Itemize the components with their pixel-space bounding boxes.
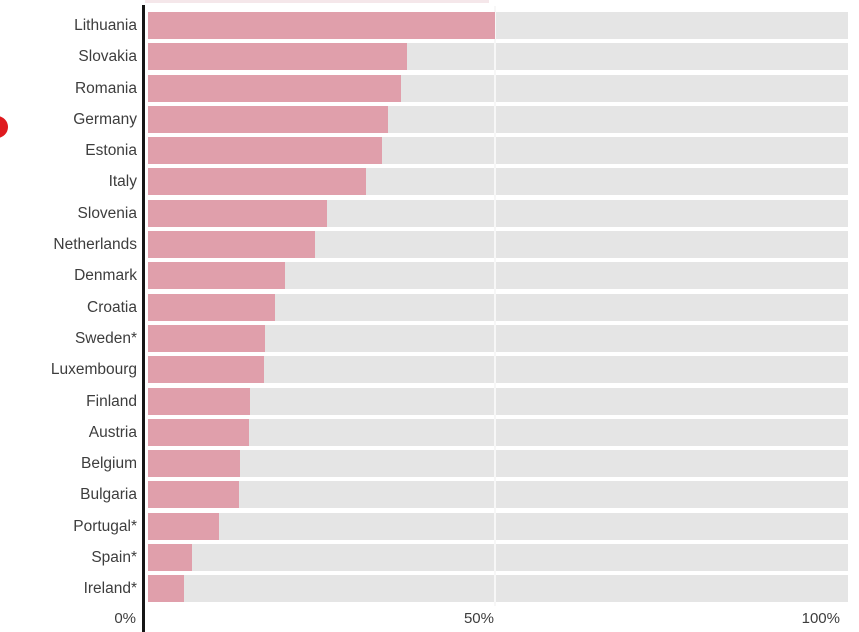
bar-track: [148, 199, 848, 227]
bar-track: [148, 356, 848, 384]
bar-track: [148, 168, 848, 196]
bar-fill: [148, 387, 250, 415]
bar-fill: [148, 74, 402, 102]
country-label: Finland: [86, 392, 137, 410]
country-label: Belgium: [81, 455, 137, 473]
bar-track: [148, 12, 848, 39]
bar-fill: [148, 324, 265, 352]
country-label: Slovenia: [77, 204, 137, 222]
bar-fill: [148, 137, 382, 165]
bar-fill: [148, 231, 315, 259]
country-label: Germany: [73, 110, 137, 128]
bar-track: [148, 418, 848, 446]
country-label: Slovakia: [78, 48, 137, 66]
x-tick-50: 50%: [463, 610, 494, 627]
country-label: Romania: [74, 79, 137, 97]
bar-row: Slovenia: [0, 199, 848, 227]
bar-track: [148, 43, 848, 71]
bar-row: Belgium: [0, 450, 848, 478]
bar-fill: [148, 262, 286, 290]
bar-fill: [148, 293, 275, 321]
bar-track: [148, 105, 848, 133]
bar-track: [148, 231, 848, 259]
bar-track: [148, 74, 848, 102]
country-label: Croatia: [87, 298, 137, 316]
bar-rows: Lithuania Slovakia Romania Germany Estonia It…: [0, 12, 848, 603]
bar-row: Slovakia: [0, 43, 848, 71]
country-label: Spain*: [91, 549, 137, 567]
x-tick-100: 100%: [801, 610, 840, 627]
country-label: Estonia: [85, 142, 137, 160]
country-label: Lithuania: [74, 17, 137, 34]
cropped-top-bar: [145, 0, 490, 3]
bar-row: Finland: [0, 387, 848, 415]
x-tick-0: 0%: [114, 610, 136, 627]
bar-fill: [148, 544, 193, 572]
country-label: Sweden*: [74, 329, 137, 347]
red-dot-marker: [0, 116, 8, 138]
bar-row: Estonia: [0, 137, 848, 165]
bar-fill: [148, 418, 249, 446]
bar-track: [148, 324, 848, 352]
country-label: Ireland*: [83, 580, 137, 598]
country-label: Netherlands: [53, 236, 137, 254]
gridline-50-percent: [494, 6, 496, 606]
bar-fill: [148, 575, 184, 603]
x-axis: 0% 50% 100%: [114, 606, 848, 632]
bar-track: [148, 450, 848, 478]
country-label: Austria: [88, 423, 137, 441]
bar-fill: [148, 512, 219, 540]
bar-track: [148, 544, 848, 572]
bar-row: Croatia: [0, 293, 848, 321]
y-axis-line: [142, 5, 145, 632]
country-label: Portugal*: [73, 517, 137, 535]
country-label: Luxembourg: [50, 361, 137, 379]
bar-track: [148, 387, 848, 415]
country-label: Italy: [108, 173, 137, 191]
bar-fill: [148, 356, 265, 384]
bar-fill: [148, 481, 239, 509]
bar-track: [148, 293, 848, 321]
bar-row: Luxembourg: [0, 356, 848, 384]
country-label: Denmark: [74, 267, 137, 285]
bar-row: Germany: [0, 105, 848, 133]
bar-track: [148, 137, 848, 165]
bar-row: Romania: [0, 74, 848, 102]
bar-track: [148, 512, 848, 540]
bar-fill: [148, 450, 241, 478]
bar-row: Ireland*: [0, 575, 848, 603]
bar-fill: [148, 105, 389, 133]
country-label: Bulgaria: [80, 486, 137, 504]
bar-row: Bulgaria: [0, 481, 848, 509]
bar-fill: [148, 168, 367, 196]
bar-fill: [148, 12, 495, 39]
bar-row: Denmark: [0, 262, 848, 290]
bar-row: Sweden*: [0, 324, 848, 352]
bar-track: [148, 262, 848, 290]
bar-row: Lithuania: [0, 12, 848, 39]
bar-fill: [148, 43, 407, 71]
bar-row: Austria: [0, 418, 848, 446]
bar-fill: [148, 199, 328, 227]
bar-row: Italy: [0, 168, 848, 196]
bar-row: Portugal*: [0, 512, 848, 540]
bar-track: [148, 481, 848, 509]
bar-track: [148, 575, 848, 603]
bar-row: Netherlands: [0, 231, 848, 259]
bar-row: Spain*: [0, 544, 848, 572]
